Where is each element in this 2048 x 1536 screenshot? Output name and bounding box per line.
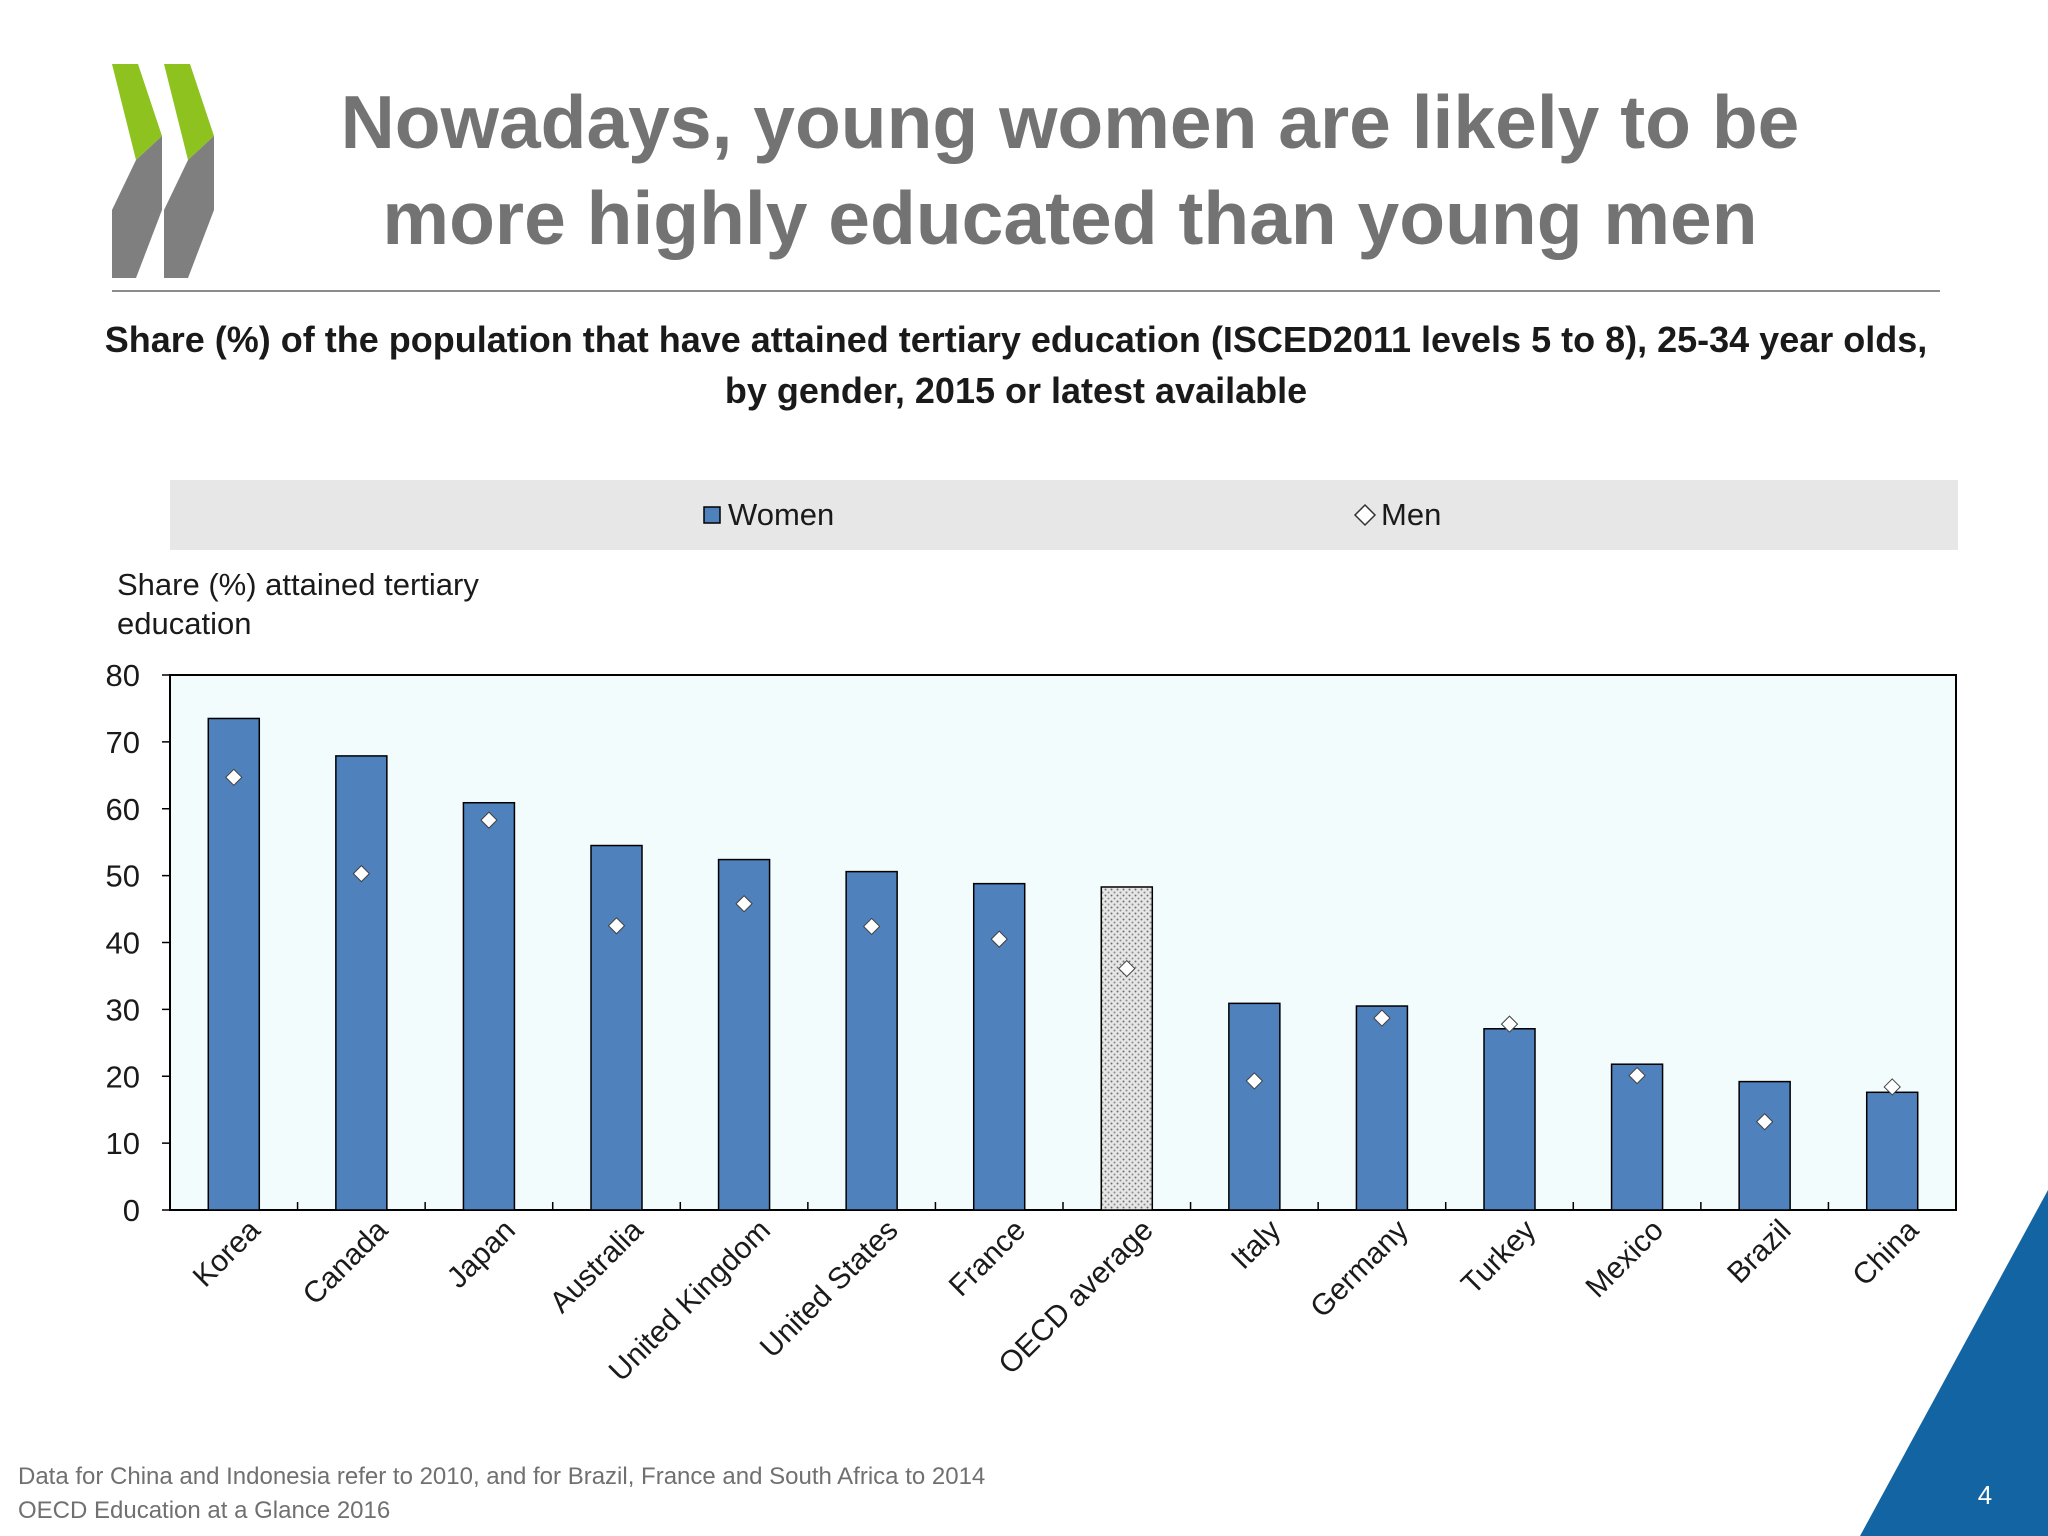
legend-men-label: Men (1381, 497, 1441, 532)
men-marker (1500, 1015, 1519, 1033)
men-marker (1118, 959, 1136, 978)
x-tick-label: Turkey (1455, 1214, 1542, 1301)
x-tick-label: United States (754, 1214, 905, 1365)
bar-women (462, 801, 516, 1211)
legend-box (170, 480, 1958, 550)
men-marker (1883, 1078, 1901, 1096)
y-tick-label: 80 (106, 658, 140, 693)
y-tick-label: 60 (106, 792, 140, 827)
men-marker (1245, 1072, 1264, 1090)
men-marker (862, 917, 881, 936)
chart-title: Share (%) of the population that have at… (100, 314, 1932, 416)
bar-oecd-average (1100, 886, 1154, 1211)
men-marker (1628, 1066, 1646, 1085)
y-tick-label: 40 (106, 926, 140, 961)
source-credit: OECD Education at a Glance 2016 (18, 1497, 391, 1524)
men-marker (607, 917, 626, 935)
y-tick-label: 30 (106, 992, 140, 1027)
bar-women (207, 717, 261, 1211)
bar-women (1228, 1002, 1281, 1211)
y-tick-label: 50 (106, 859, 140, 894)
bar-women (717, 858, 771, 1211)
legend-women-swatch (703, 506, 721, 524)
bar-women (1865, 1091, 1919, 1211)
page-number: 4 (1977, 1480, 1993, 1510)
chart-title-line1: Share (%) of the population that have at… (104, 319, 1928, 360)
bar-women (1738, 1080, 1791, 1211)
men-marker (1755, 1113, 1774, 1131)
bar-women (1610, 1063, 1664, 1211)
x-tick-label: Canada (297, 1213, 395, 1311)
bar-women (590, 844, 643, 1211)
plot-area (169, 674, 1957, 1211)
slide-title-line2: more highly educated than young men (382, 176, 1758, 260)
x-tick-label: Germany (1304, 1214, 1415, 1325)
footnote: Data for China and Indonesia refer to 20… (18, 1463, 986, 1490)
x-tick-label: Korea (187, 1213, 267, 1293)
y-tick-label: 10 (106, 1126, 140, 1161)
x-tick-label: Japan (441, 1214, 522, 1295)
bar-women (335, 755, 388, 1211)
footer-notes: Data for China and Indonesia refer to 20… (18, 1460, 985, 1528)
x-tick-label: Italy (1225, 1214, 1287, 1276)
y-axis-label-line2: education (117, 606, 251, 641)
bar-women (1483, 1028, 1536, 1211)
bar-women (1355, 1005, 1409, 1211)
y-tick-label: 0 (123, 1193, 140, 1228)
y-tick-label: 20 (106, 1059, 140, 1094)
legend-men-swatch (1353, 503, 1377, 527)
slide-title: Nowadays, young women are likely to be m… (240, 74, 1900, 266)
men-marker (480, 811, 498, 829)
y-tick-label: 70 (106, 725, 140, 760)
men-marker (990, 930, 1008, 948)
men-marker (225, 768, 243, 787)
men-marker (1373, 1009, 1391, 1027)
x-tick-label: Brazil (1721, 1214, 1797, 1290)
title-divider (112, 290, 1940, 292)
x-tick-label: Mexico (1579, 1214, 1670, 1305)
bar-women (972, 882, 1026, 1211)
men-marker (735, 895, 753, 913)
corner-decoration (1860, 1190, 2048, 1536)
bar-women (845, 870, 898, 1211)
men-marker (352, 864, 371, 883)
chart-subtitle: by gender, 2015 or latest available (724, 370, 1308, 411)
slide-title-line1: Nowadays, young women are likely to be (340, 80, 1800, 164)
x-tick-label: France (943, 1214, 1032, 1303)
x-tick-label: Australia (544, 1213, 650, 1319)
oecd-logo-icon (112, 64, 214, 278)
y-axis-label-line1: Share (%) attained tertiary (117, 567, 479, 602)
legend-women-label: Women (728, 497, 834, 532)
